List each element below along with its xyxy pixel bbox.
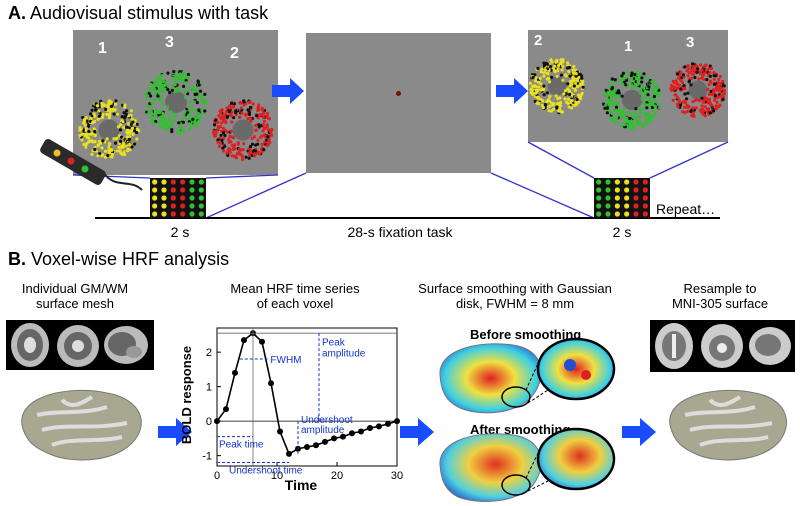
fixation-dot xyxy=(396,91,401,96)
peak-time-label: Peak time xyxy=(219,440,264,451)
smoothing-maps xyxy=(439,337,616,502)
hrf-data-point xyxy=(259,338,265,345)
panel3-number-2: 1 xyxy=(624,38,633,55)
x-tick-label: 0 xyxy=(214,470,220,482)
panel3-number-3: 3 xyxy=(686,34,695,51)
timeline-label-left: 2 s xyxy=(170,224,190,240)
brain-surface-image xyxy=(12,385,152,470)
hrf-data-point xyxy=(241,337,247,344)
stimulus-panel-3: 2 1 3 xyxy=(528,30,728,142)
arrow-right-icon xyxy=(158,418,192,446)
stimulus-panel-1-dots xyxy=(78,69,274,162)
fwhm-label: FWHM xyxy=(270,355,301,366)
panel1-number-2: 3 xyxy=(165,34,174,51)
mni-surface-image xyxy=(660,385,795,470)
x-tick-label: 30 xyxy=(391,470,403,482)
arrow-right-icon xyxy=(400,418,434,446)
hrf-data-point xyxy=(232,369,238,376)
y-axis-label: BOLD response xyxy=(179,346,194,444)
undershoot-amplitude-label: Undershoot xyxy=(301,415,353,426)
timeline-diagram xyxy=(40,139,729,219)
hrf-data-point xyxy=(304,444,310,451)
arrow-right-icon xyxy=(622,418,656,446)
fixation-panel xyxy=(306,33,491,173)
mni-slices-image xyxy=(650,320,795,372)
step-2-title: Mean HRF time series of each voxel xyxy=(230,281,360,311)
peak-amplitude-label: Peak xyxy=(322,337,346,348)
step-1-title: Individual GM/WM surface mesh xyxy=(21,281,129,311)
hrf-data-point xyxy=(331,435,337,442)
mri-slices-image xyxy=(6,320,154,370)
hrf-data-point xyxy=(322,438,328,445)
panel1-number-3: 2 xyxy=(230,45,239,62)
hrf-data-point xyxy=(385,420,391,427)
y-tick-label: 2 xyxy=(206,347,212,359)
before-smoothing-label: Before smoothing xyxy=(470,327,582,342)
x-axis-label: Time xyxy=(285,477,318,493)
y-tick-label: -1 xyxy=(202,451,212,463)
x-tick-label: 20 xyxy=(331,470,343,482)
hrf-data-point xyxy=(358,428,364,435)
timeline-label-middle: 28-s fixation task xyxy=(347,224,453,240)
hrf-data-point xyxy=(349,430,355,437)
hrf-data-point xyxy=(394,418,400,425)
hrf-data-point xyxy=(277,428,283,435)
step-3-title: Surface smoothing with Gaussian disk, FWH… xyxy=(418,281,612,311)
hrf-data-point xyxy=(223,406,229,413)
undershoot-time-label: Undershoot time xyxy=(229,466,303,477)
repeat-label: Repeat… xyxy=(656,201,716,217)
peak-amplitude-label: amplitude xyxy=(322,348,366,359)
section-b-title: B. Voxel-wise HRF analysis xyxy=(8,249,230,269)
hrf-data-point xyxy=(340,433,346,440)
hrf-data-point xyxy=(268,380,274,387)
stimulus-panel-1: 1 3 2 xyxy=(73,30,278,175)
stimulus-panel-3-dots xyxy=(528,58,726,131)
y-tick-label: 0 xyxy=(206,416,212,428)
button-box-icon xyxy=(40,139,143,191)
arrow-right-icon xyxy=(496,78,528,104)
hrf-data-point xyxy=(313,442,319,449)
panel3-number-1: 2 xyxy=(534,32,543,49)
hrf-data-point xyxy=(367,425,373,432)
x-tick-label: 10 xyxy=(271,470,283,482)
section-a-title: A. Audiovisual stimulus with task xyxy=(8,3,269,23)
hrf-data-point xyxy=(286,450,292,457)
hrf-data-point xyxy=(376,423,382,430)
step-4-title: Resample to MNI-305 surface xyxy=(671,281,769,311)
y-tick-label: 1 xyxy=(206,382,212,394)
undershoot-amplitude-label: amplitude xyxy=(301,425,345,436)
panel1-number-1: 1 xyxy=(98,40,107,57)
arrow-right-icon xyxy=(272,78,304,104)
timeline-label-right: 2 s xyxy=(612,224,632,240)
hrf-data-point xyxy=(214,418,220,425)
